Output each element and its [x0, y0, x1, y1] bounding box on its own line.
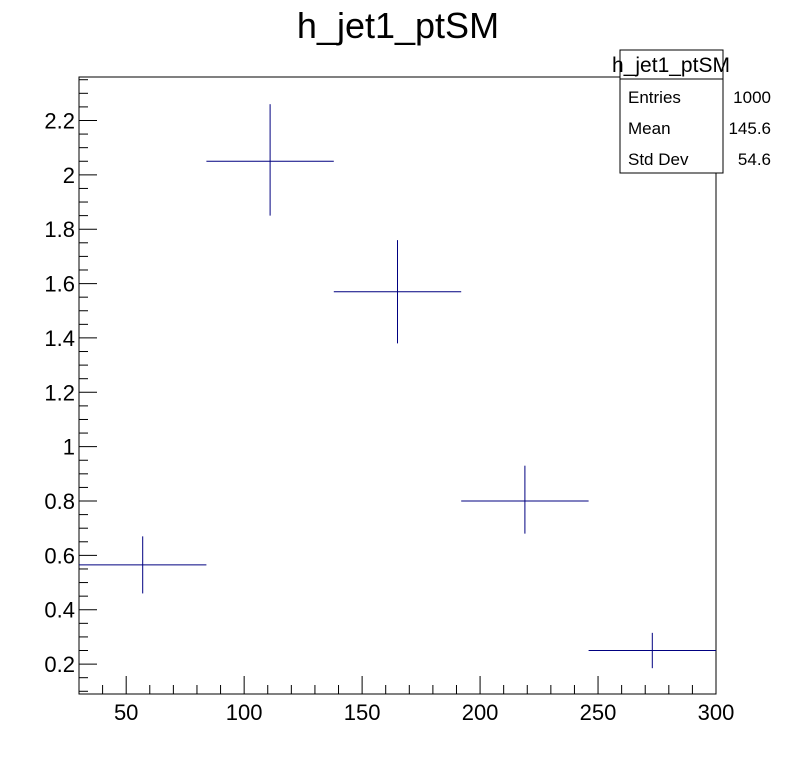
y-tick-label: 1.8 — [44, 217, 75, 242]
stats-stddev-label: Std Dev — [628, 150, 689, 169]
x-tick-label: 150 — [344, 700, 381, 725]
stats-entries-value: 1000 — [733, 88, 771, 107]
x-tick-label: 50 — [114, 700, 138, 725]
plot-frame — [78, 76, 717, 695]
y-tick-label: 0.2 — [44, 652, 75, 677]
stats-stddev-value: 54.6 — [738, 150, 771, 169]
y-tick-label: 2 — [63, 163, 75, 188]
data-point — [333, 240, 462, 344]
stats-box: h_jet1_ptSM Entries 1000 Mean 145.6 Std … — [612, 49, 771, 174]
chart-title: h_jet1_ptSM — [297, 5, 499, 46]
stats-box-title: h_jet1_ptSM — [612, 54, 730, 77]
data-point — [79, 536, 207, 594]
y-tick-label: 0.6 — [44, 543, 75, 568]
stats-box-frame — [619, 49, 724, 174]
y-axis: 0.2 0.4 0.6 0.8 1 1.2 1.4 1.6 1.8 2 2.2 — [44, 79, 97, 692]
data-point — [206, 104, 334, 216]
y-tick-label: 2.2 — [44, 108, 75, 133]
data-points — [79, 104, 716, 669]
x-tick-label: 100 — [226, 700, 263, 725]
y-tick-label: 1 — [63, 435, 75, 460]
y-tick-label: 0.8 — [44, 489, 75, 514]
data-point — [461, 465, 589, 534]
y-tick-label: 0.4 — [44, 598, 75, 623]
y-tick-label: 1.6 — [44, 272, 75, 297]
stats-mean-label: Mean — [628, 119, 671, 138]
y-tick-label: 1.2 — [44, 380, 75, 405]
stats-mean-value: 145.6 — [728, 119, 771, 138]
y-tick-label: 1.4 — [44, 326, 75, 351]
x-tick-label: 200 — [462, 700, 499, 725]
stats-entries-label: Entries — [628, 88, 681, 107]
x-tick-label: 250 — [580, 700, 617, 725]
x-tick-label: 300 — [698, 700, 735, 725]
x-axis: 50 100 150 200 250 300 — [78, 676, 735, 725]
data-point — [588, 632, 716, 669]
